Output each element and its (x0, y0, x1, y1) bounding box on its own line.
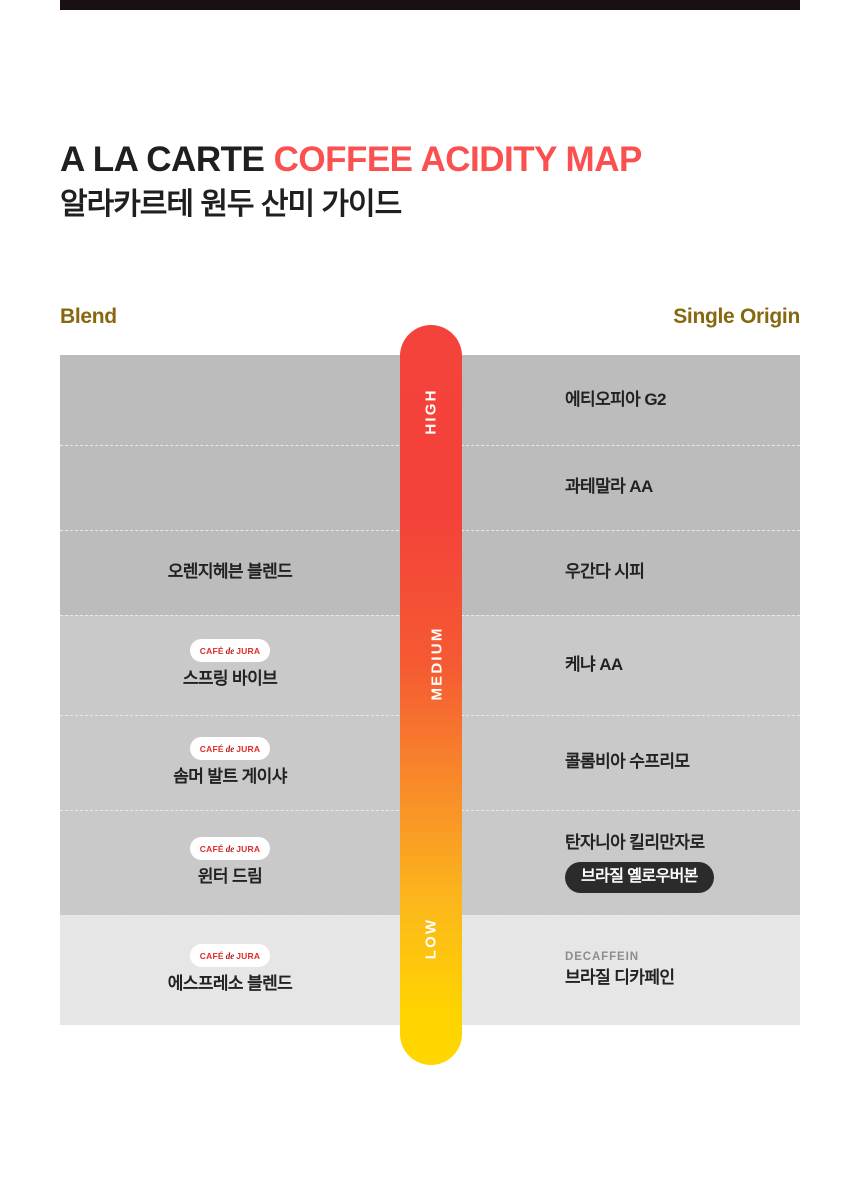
badge-de-text: de (225, 646, 235, 657)
blend-cell: 오렌지헤븐 블렌드 (60, 530, 400, 615)
blend-cell: CAFÉ de JURA 솜머 발트 게이샤 (60, 715, 400, 810)
badge-jura-text: JURA (236, 843, 261, 854)
blend-name[interactable]: 오렌지헤븐 블렌드 (167, 562, 293, 582)
single-origin-cell: 케냐 AA (480, 615, 800, 715)
badge-de-text: de (225, 843, 235, 854)
single-origin-name[interactable]: 우간다 시피 (565, 562, 645, 582)
acidity-scale-bar: HIGH MEDIUM LOW (400, 325, 462, 1065)
single-origin-name[interactable]: 브라질 디카페인 (565, 967, 675, 987)
blend-name[interactable]: 윈터 드림 (197, 866, 263, 886)
column-header-single-origin: Single Origin (673, 305, 800, 328)
cafe-de-jura-badge: CAFÉ de JURA (189, 944, 271, 968)
blend-cell (60, 445, 400, 530)
column-headers: Blend Single Origin (60, 305, 800, 341)
badge-de-text: de (225, 951, 235, 962)
highlighted-origin-pill[interactable]: 브라질 옐로우버본 (565, 862, 714, 894)
blend-name[interactable]: 에스프레소 블렌드 (167, 974, 293, 994)
blend-cell (60, 355, 400, 445)
single-origin-cell: 과테말라 AA (480, 445, 800, 530)
top-accent-bar (60, 0, 800, 10)
badge-cafe-text: CAFÉ (199, 951, 224, 962)
single-origin-name[interactable]: 탄자니아 킬리만자로 (565, 832, 705, 852)
badge-cafe-text: CAFÉ (199, 743, 224, 754)
badge-de-text: de (225, 743, 235, 754)
single-origin-name[interactable]: 콜롬비아 수프리모 (565, 752, 690, 772)
badge-jura-text: JURA (236, 646, 261, 657)
blend-cell: CAFÉ de JURA 윈터 드림 (60, 810, 400, 915)
page-subtitle: 알라카르테 원두 산미 가이드 (60, 188, 402, 222)
page-title-red: COFFEE ACIDITY MAP (273, 140, 643, 179)
scale-label-medium: MEDIUM (428, 626, 446, 701)
blend-cell: CAFÉ de JURA 스프링 바이브 (60, 615, 400, 715)
badge-jura-text: JURA (236, 951, 261, 962)
badge-cafe-text: CAFÉ (199, 843, 224, 854)
single-origin-cell: 우간다 시피 (480, 530, 800, 615)
single-origin-cell: 에티오피아 G2 (480, 355, 800, 445)
single-origin-name[interactable]: 에티오피아 G2 (565, 389, 666, 409)
blend-name[interactable]: 스프링 바이브 (182, 669, 278, 689)
cafe-de-jura-badge: CAFÉ de JURA (189, 639, 271, 663)
cafe-de-jura-badge: CAFÉ de JURA (189, 836, 271, 860)
page-header: A LA CARTE COFFEE ACIDITY MAP 알라카르테 원두 산… (60, 140, 820, 224)
scale-label-high: HIGH (422, 388, 440, 435)
blend-cell: CAFÉ de JURA 에스프레소 블렌드 (60, 915, 400, 1025)
badge-jura-text: JURA (236, 743, 261, 754)
single-origin-name[interactable]: 과테말라 AA (565, 477, 653, 497)
page-title: A LA CARTE COFFEE ACIDITY MAP (60, 140, 820, 179)
decaffein-label: DECAFFEIN (565, 950, 639, 963)
badge-cafe-text: CAFÉ (199, 646, 224, 657)
single-origin-cell: 콜롬비아 수프리모 (480, 715, 800, 810)
cafe-de-jura-badge: CAFÉ de JURA (189, 736, 271, 760)
scale-label-low: LOW (422, 917, 440, 960)
column-header-blend: Blend (60, 305, 117, 328)
blend-name[interactable]: 솜머 발트 게이샤 (173, 766, 287, 786)
single-origin-name[interactable]: 케냐 AA (565, 654, 623, 674)
page-title-black: A LA CARTE (60, 140, 265, 179)
single-origin-cell: DECAFFEIN 브라질 디카페인 (480, 915, 800, 1025)
